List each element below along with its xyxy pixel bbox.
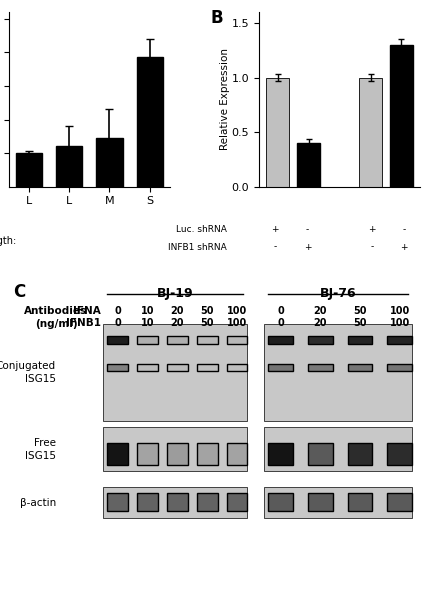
Text: Antibodies
(ng/ml): Antibodies (ng/ml) — [24, 306, 88, 328]
FancyBboxPatch shape — [107, 443, 128, 465]
Text: β-actin: β-actin — [20, 498, 56, 508]
FancyBboxPatch shape — [197, 443, 218, 465]
Text: +: + — [401, 242, 408, 251]
Text: -: - — [403, 225, 406, 234]
Text: Free
ISG15: Free ISG15 — [25, 438, 56, 461]
Text: 20: 20 — [171, 306, 184, 316]
Bar — [16, 153, 42, 187]
FancyBboxPatch shape — [268, 336, 293, 344]
Text: B: B — [211, 8, 223, 27]
Text: Conjugated
ISG15: Conjugated ISG15 — [0, 361, 56, 384]
Text: 0: 0 — [277, 306, 284, 316]
FancyBboxPatch shape — [103, 487, 248, 519]
Text: +: + — [304, 242, 311, 251]
Text: 0: 0 — [277, 318, 284, 328]
Bar — [297, 143, 320, 187]
Text: IFNB1: IFNB1 — [66, 318, 101, 328]
Text: INFB1 shRNA: INFB1 shRNA — [168, 242, 227, 251]
Text: 20: 20 — [314, 318, 327, 328]
FancyBboxPatch shape — [137, 364, 158, 371]
Text: 50: 50 — [353, 318, 367, 328]
FancyBboxPatch shape — [197, 336, 218, 344]
FancyBboxPatch shape — [167, 443, 188, 465]
Text: BJ-19: BJ-19 — [157, 287, 193, 301]
Text: +: + — [368, 225, 376, 234]
FancyBboxPatch shape — [387, 443, 412, 465]
Bar — [97, 138, 123, 187]
Bar — [266, 78, 290, 187]
FancyBboxPatch shape — [268, 364, 293, 371]
Text: 50: 50 — [200, 306, 214, 316]
Text: -: - — [306, 225, 309, 234]
Text: 100: 100 — [390, 318, 410, 328]
FancyBboxPatch shape — [264, 487, 412, 519]
Text: 100: 100 — [227, 318, 247, 328]
Text: 50: 50 — [353, 306, 367, 316]
FancyBboxPatch shape — [103, 427, 248, 471]
FancyBboxPatch shape — [347, 336, 372, 344]
Text: 10: 10 — [141, 306, 154, 316]
FancyBboxPatch shape — [308, 443, 332, 465]
Text: 100: 100 — [227, 306, 247, 316]
FancyBboxPatch shape — [387, 336, 412, 344]
FancyBboxPatch shape — [107, 336, 128, 344]
Bar — [390, 45, 413, 187]
FancyBboxPatch shape — [347, 443, 372, 465]
FancyBboxPatch shape — [197, 493, 218, 511]
FancyBboxPatch shape — [107, 364, 128, 371]
Text: Luc. shRNA: Luc. shRNA — [176, 225, 227, 234]
Text: C: C — [13, 283, 25, 301]
FancyBboxPatch shape — [167, 364, 188, 371]
Text: 10: 10 — [141, 318, 154, 328]
FancyBboxPatch shape — [137, 336, 158, 344]
FancyBboxPatch shape — [387, 364, 412, 371]
Text: -: - — [370, 242, 374, 251]
FancyBboxPatch shape — [264, 324, 412, 421]
Text: 100: 100 — [390, 306, 410, 316]
Text: Tel. Length:: Tel. Length: — [0, 236, 16, 245]
FancyBboxPatch shape — [308, 336, 332, 344]
FancyBboxPatch shape — [268, 493, 293, 511]
FancyBboxPatch shape — [387, 493, 412, 511]
FancyBboxPatch shape — [167, 336, 188, 344]
Text: 0: 0 — [115, 318, 121, 328]
Text: BJ-76: BJ-76 — [320, 287, 356, 301]
Text: +: + — [271, 225, 279, 234]
Text: 50: 50 — [200, 318, 214, 328]
FancyBboxPatch shape — [264, 427, 412, 471]
FancyBboxPatch shape — [268, 443, 293, 465]
FancyBboxPatch shape — [107, 493, 128, 511]
FancyBboxPatch shape — [227, 443, 248, 465]
Y-axis label: Relative Expression: Relative Expression — [220, 48, 230, 150]
FancyBboxPatch shape — [308, 364, 332, 371]
FancyBboxPatch shape — [167, 493, 188, 511]
FancyBboxPatch shape — [137, 493, 158, 511]
Bar — [136, 58, 163, 187]
Text: 20: 20 — [314, 306, 327, 316]
FancyBboxPatch shape — [137, 443, 158, 465]
Text: IFNA: IFNA — [73, 306, 101, 316]
FancyBboxPatch shape — [347, 493, 372, 511]
FancyBboxPatch shape — [308, 493, 332, 511]
Text: 20: 20 — [171, 318, 184, 328]
Text: 0: 0 — [115, 306, 121, 316]
FancyBboxPatch shape — [227, 493, 248, 511]
FancyBboxPatch shape — [347, 364, 372, 371]
Bar — [56, 147, 82, 187]
FancyBboxPatch shape — [103, 324, 248, 421]
Bar — [359, 78, 382, 187]
FancyBboxPatch shape — [227, 336, 248, 344]
Text: -: - — [273, 242, 277, 251]
